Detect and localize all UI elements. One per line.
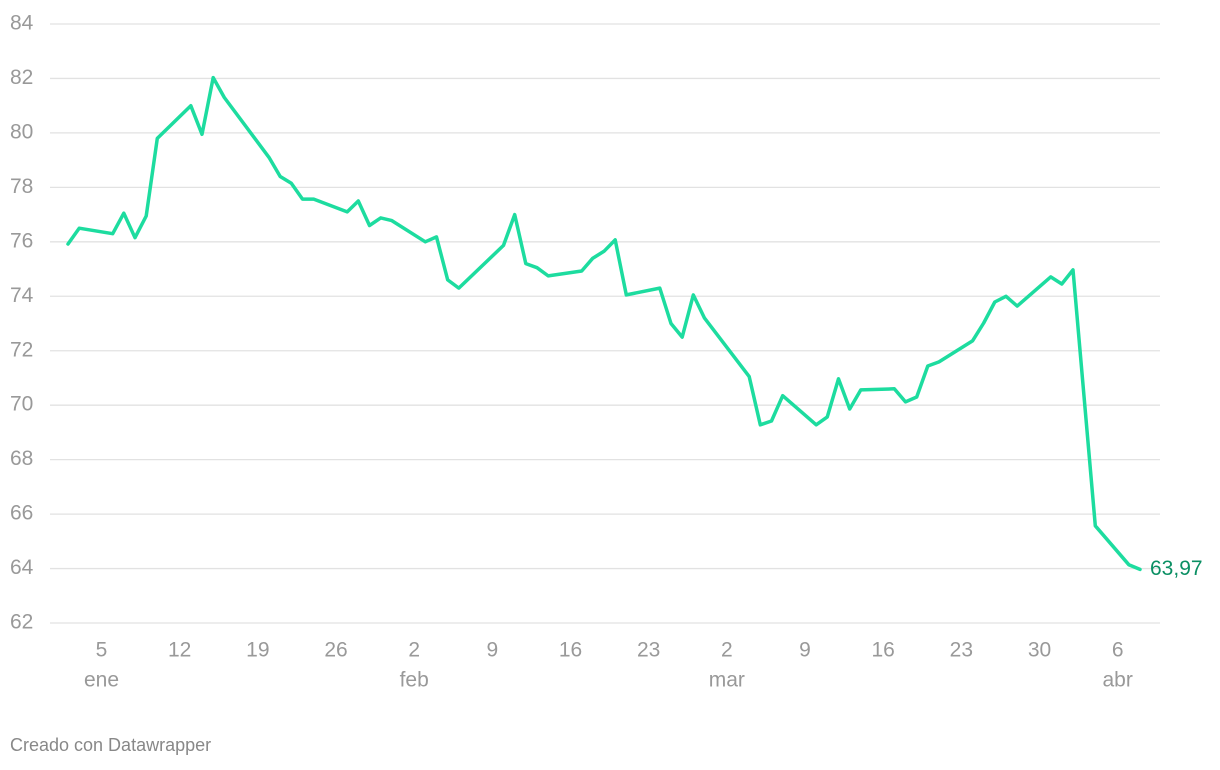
y-tick-label: 74	[10, 284, 34, 307]
y-tick-label: 66	[10, 502, 33, 525]
x-tick-label: 23	[637, 639, 660, 662]
y-tick-label: 64	[10, 556, 34, 579]
x-tick-label: 16	[559, 639, 582, 662]
value-label: 63,97	[1150, 557, 1203, 580]
month-label: mar	[709, 669, 745, 692]
credit: Creado con Datawrapper	[10, 735, 211, 755]
y-tick-label: 72	[10, 338, 33, 361]
y-tick-label: 82	[10, 66, 33, 89]
x-tick-label: 9	[486, 639, 498, 662]
x-tick-label: 26	[324, 639, 347, 662]
y-tick-label: 80	[10, 120, 33, 143]
x-tick-label: 30	[1028, 639, 1051, 662]
month-label: abr	[1102, 669, 1132, 692]
y-tick-label: 78	[10, 175, 33, 198]
month-label: feb	[400, 669, 429, 692]
x-tick-label: 9	[799, 639, 811, 662]
line	[66, 75, 1142, 572]
x-tick-label: 19	[246, 639, 269, 662]
y-tick-label: 68	[10, 447, 33, 470]
x-tick-label: 5	[96, 639, 108, 662]
x-tick-label: 2	[408, 639, 420, 662]
y-tick-label: 62	[10, 611, 33, 634]
x-tick-label: 12	[168, 639, 191, 662]
y-tick-label: 84	[10, 12, 34, 35]
x-tick-label: 23	[950, 639, 973, 662]
x-tick-label: 2	[721, 639, 733, 662]
x-tick-label: 6	[1112, 639, 1124, 662]
x-tick-label: 16	[871, 639, 894, 662]
y-tick-label: 76	[10, 229, 33, 252]
month-label: ene	[84, 669, 119, 692]
grid	[50, 23, 1160, 624]
y-tick-label: 70	[10, 393, 33, 416]
